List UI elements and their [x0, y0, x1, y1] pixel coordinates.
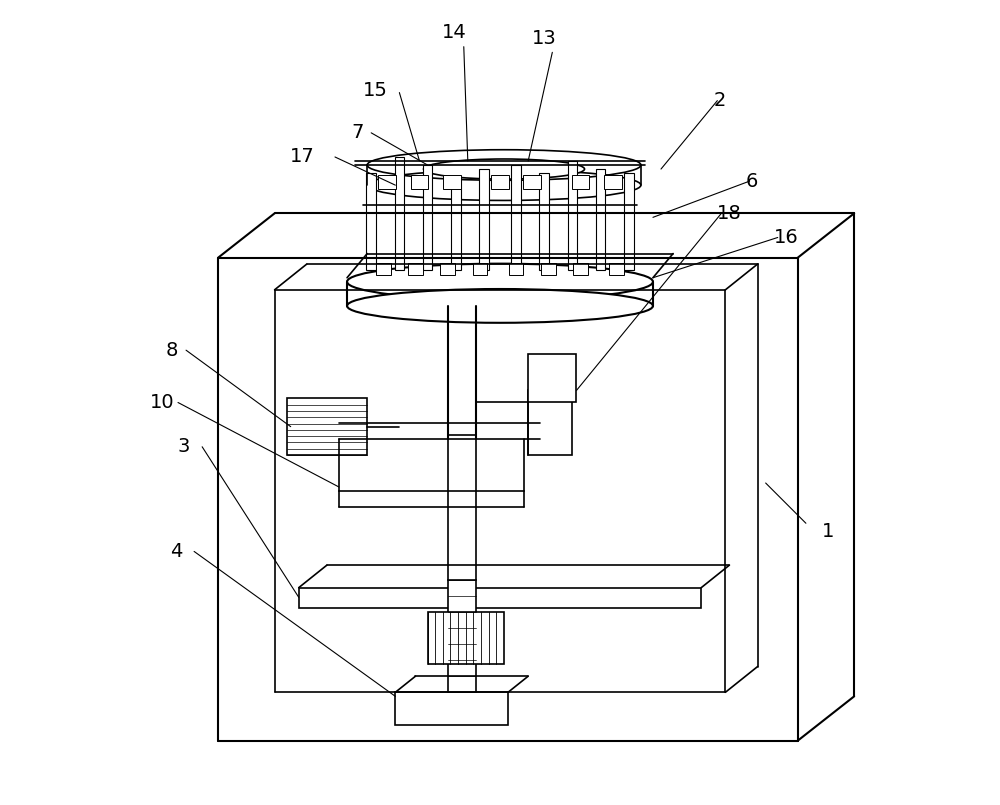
Text: 10: 10	[150, 393, 174, 412]
Ellipse shape	[424, 159, 585, 179]
Ellipse shape	[367, 170, 641, 200]
Bar	[448, 580, 476, 692]
Bar	[609, 263, 624, 275]
Bar	[479, 169, 489, 270]
Bar	[408, 263, 423, 275]
Bar	[539, 173, 549, 270]
Bar	[596, 169, 605, 270]
Bar	[604, 175, 622, 189]
Bar	[440, 263, 455, 275]
Bar	[428, 612, 504, 664]
Text: 7: 7	[351, 123, 363, 142]
Bar	[366, 173, 376, 270]
Bar	[451, 177, 461, 270]
Text: 2: 2	[713, 91, 726, 110]
Bar	[523, 175, 541, 189]
Bar	[378, 175, 396, 189]
Bar	[423, 165, 432, 270]
Text: 3: 3	[178, 437, 190, 456]
Bar	[511, 165, 521, 270]
Bar	[509, 263, 523, 275]
Bar	[411, 175, 428, 189]
Text: 6: 6	[746, 171, 758, 191]
Bar	[448, 435, 476, 580]
Text: 18: 18	[717, 204, 742, 223]
Bar	[299, 588, 701, 608]
Bar	[624, 173, 634, 270]
Ellipse shape	[347, 289, 653, 323]
Bar	[528, 390, 572, 455]
Bar	[443, 175, 461, 189]
Text: 1: 1	[822, 522, 834, 541]
Text: 16: 16	[774, 228, 798, 247]
Bar	[541, 263, 556, 275]
Bar	[395, 157, 404, 270]
Bar	[568, 161, 577, 270]
Text: 8: 8	[166, 341, 178, 360]
Bar	[395, 692, 508, 724]
Text: 14: 14	[442, 23, 466, 42]
Bar	[573, 263, 588, 275]
Text: 17: 17	[290, 147, 315, 167]
Bar	[473, 263, 487, 275]
Bar	[287, 398, 367, 455]
Text: 13: 13	[532, 29, 557, 48]
Bar	[491, 175, 509, 189]
Text: 4: 4	[170, 542, 182, 561]
Bar	[572, 175, 589, 189]
Bar	[528, 354, 576, 402]
Bar	[376, 263, 391, 275]
Text: 15: 15	[362, 80, 387, 100]
